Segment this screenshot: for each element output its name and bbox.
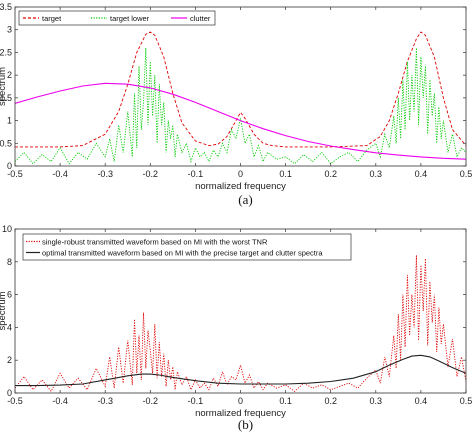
legend-label-1: optimal transmitted waveform based on MI… (42, 249, 323, 258)
y-tick-label: 2 (7, 70, 12, 80)
series-line-2 (15, 82, 466, 160)
y-tick-label: 8 (7, 257, 12, 267)
series-line-0 (15, 31, 466, 148)
y-tick-label: 6 (7, 290, 12, 300)
x-axis-label: normalized frequency (195, 408, 286, 419)
x-tick-label: -0.5 (7, 396, 23, 406)
chart-panel-a: -0.5 -0.4 -0.3 -0.2 -0.1 0 0.1 0.2 0.3 0.4 0.5 0 0.5… (0, 2, 472, 207)
x-tick-label: 0.3 (370, 396, 383, 406)
x-tick-label: 0.1 (279, 396, 292, 406)
x-tick-label: 0.2 (324, 169, 337, 179)
y-axis-label: spectrum (0, 291, 8, 330)
legend-label-1: target lower (110, 14, 150, 23)
y-tick-label: 3 (7, 25, 12, 35)
legend-label-0: target (42, 14, 62, 23)
legend: target target lower clutter (18, 10, 216, 26)
y-tick-label: 1.5 (0, 93, 12, 103)
series-line-1 (15, 354, 466, 387)
x-tick-label: -0.1 (188, 169, 204, 179)
y-axis-label: spectrum (0, 67, 8, 106)
panel-label: (b) (238, 417, 253, 432)
legend-label-2: clutter (190, 14, 211, 23)
legend-box (18, 10, 216, 26)
y-tick-label: 10 (2, 224, 12, 234)
x-tick-label: 0.2 (324, 396, 337, 406)
x-tick-label: -0.2 (143, 396, 159, 406)
y-tick-label: 4 (7, 322, 12, 332)
x-tick-label: 0.5 (460, 396, 473, 406)
y-tick-label: 2.5 (0, 47, 12, 57)
y-tick-label: 1 (7, 116, 12, 126)
series-line-1 (15, 47, 466, 165)
legend-label-0: single-robust transmitted waveform based… (42, 238, 268, 247)
chart-panel-b: -0.5 -0.4 -0.3 -0.2 -0.1 0 0.1 0.2 0.3 0.4 0.5 0 2 4 6… (0, 224, 472, 432)
y-tick-label: 0 (7, 161, 12, 171)
x-axis-label: normalized frequency (195, 181, 286, 192)
y-tick-label: 3.5 (0, 2, 12, 12)
y-tick-label: 0.5 (0, 138, 12, 148)
x-tick-label: -0.5 (7, 169, 23, 179)
x-tick-label: 0.4 (415, 396, 428, 406)
x-tick-label: 0.4 (415, 169, 428, 179)
y-tick-label: 2 (7, 355, 12, 365)
x-tick-label: -0.3 (97, 396, 113, 406)
x-tick-label: 0 (238, 169, 243, 179)
x-tick-label: 0.1 (279, 169, 292, 179)
x-tick-label: 0.5 (460, 169, 473, 179)
x-tick-label: -0.1 (188, 396, 204, 406)
x-tick-label: -0.2 (143, 169, 159, 179)
x-tick-label: 0 (238, 396, 243, 406)
x-tick-label: -0.4 (52, 396, 68, 406)
legend: single-robust transmitted waveform based… (22, 233, 352, 261)
x-tick-label: 0.3 (370, 169, 383, 179)
series-line-0 (15, 255, 466, 393)
legend-box (22, 233, 352, 261)
x-tick-label: -0.3 (97, 169, 113, 179)
panel-label: (a) (238, 192, 252, 207)
x-tick-label: -0.4 (52, 169, 68, 179)
y-tick-label: 0 (7, 388, 12, 398)
